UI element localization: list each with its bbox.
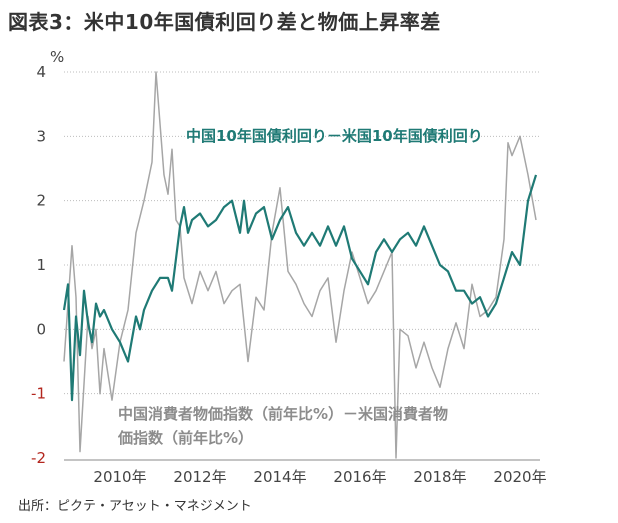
series-label-yield-spread: 中国10年国債利回り－米国10年国債利回り bbox=[186, 127, 483, 145]
source-note: 出所：ピクテ・アセット・マネジメント bbox=[18, 499, 252, 514]
series-line-cpi-spread bbox=[63, 71, 537, 459]
y-tick-label: -2 bbox=[31, 449, 46, 467]
x-tick-label: 2020年 bbox=[493, 468, 546, 486]
x-tick-label: 2012年 bbox=[173, 468, 226, 486]
x-tick-label: 2014年 bbox=[253, 468, 306, 486]
series-line-yield-spread bbox=[62, 174, 538, 402]
axis-layer: %4 3 2 1 0 -1 -2 2010年 2012年 2014年 2016年 2018年 2020年 bbox=[31, 48, 547, 486]
y-unit-label: % bbox=[50, 48, 64, 66]
x-tick-label: 2010年 bbox=[93, 468, 146, 486]
series-label-cpi-spread-line2: 価指数（前年比%） bbox=[117, 429, 253, 447]
y-tick-label: 0 bbox=[36, 320, 46, 338]
x-tick-label: 2016年 bbox=[333, 468, 386, 486]
y-tick-label: -1 bbox=[31, 385, 46, 403]
grid-layer bbox=[64, 71, 540, 395]
y-tick-label: 1 bbox=[36, 256, 46, 274]
chart-title: 図表3：米中10年国債利回り差と物価上昇率差 bbox=[8, 10, 441, 34]
y-tick-label: 2 bbox=[36, 192, 46, 210]
series-layer bbox=[62, 71, 538, 459]
y-tick-label: 4 bbox=[36, 63, 46, 81]
series-label-cpi-spread-line1: 中国消費者物価指数（前年比%）－米国消費者物 bbox=[118, 405, 448, 423]
y-tick-label: 3 bbox=[36, 127, 46, 145]
x-tick-label: 2018年 bbox=[413, 468, 466, 486]
label-layer: 中国10年国債利回り－米国10年国債利回り中国消費者物価指数（前年比%）－米国消… bbox=[117, 127, 483, 447]
